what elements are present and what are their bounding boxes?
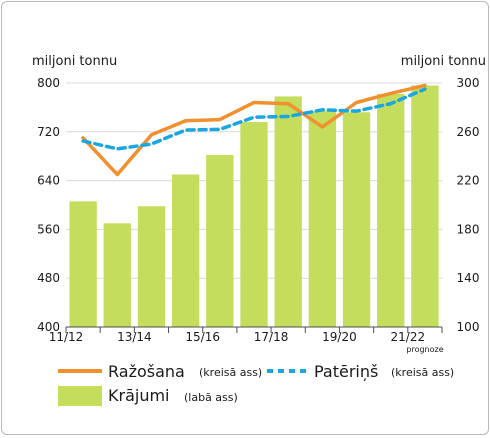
- right-axis-label: miljoni tonnu: [401, 54, 486, 69]
- bar-stocks: [342, 112, 371, 327]
- legend: Ražošana (kreisā ass) Patēriņš (kreisā a…: [58, 362, 454, 406]
- x-tick-label: 21/22: [391, 330, 426, 344]
- x-tick-label: 19/20: [322, 330, 357, 344]
- lines: [81, 83, 427, 177]
- legend-label-stocks: Krājumi: [108, 386, 170, 405]
- x-tick-label: 17/18: [254, 330, 289, 344]
- left-tick-label: 560: [37, 222, 60, 236]
- axes: 400 480 560 640 720 800 100 140 180 220 260 300 11/1…: [37, 76, 479, 344]
- legend-label-production: Ražošana: [108, 362, 185, 381]
- legend-note-stocks: (labā ass): [184, 391, 238, 404]
- bar-stocks: [69, 201, 97, 327]
- bar-stocks: [206, 154, 234, 327]
- bar-stocks: [308, 111, 337, 327]
- left-tick-label: 400: [37, 320, 60, 334]
- bar-stocks: [103, 223, 131, 327]
- x-tick-label: 11/12: [49, 330, 84, 344]
- bar-stocks: [377, 93, 405, 327]
- bar-stocks: [411, 85, 439, 327]
- right-tick-label: 260: [457, 125, 480, 139]
- right-tick-label: 140: [457, 271, 480, 285]
- x-tick-label: 13/14: [117, 330, 152, 344]
- bar-stocks: [274, 96, 302, 327]
- right-tick-label: 220: [457, 174, 480, 188]
- left-tick-label: 640: [37, 174, 60, 188]
- bars: [69, 85, 439, 327]
- legend-note-production: (kreisā ass): [199, 366, 262, 379]
- legend-note-consumption: (kreisā ass): [391, 366, 454, 379]
- legend-label-consumption: Patēriņš: [314, 362, 378, 381]
- line-production: [81, 83, 427, 177]
- bar-stocks: [171, 174, 200, 327]
- left-tick-label: 720: [37, 125, 60, 139]
- right-tick-label: 300: [457, 76, 480, 90]
- left-tick-label: 800: [37, 76, 60, 90]
- bar-stocks: [240, 122, 268, 327]
- forecast-note: prognoze: [406, 345, 443, 354]
- x-tick-label: 15/16: [185, 330, 220, 344]
- right-tick-label: 180: [457, 222, 480, 236]
- legend-swatch-stocks: [58, 386, 102, 406]
- right-tick-label: 100: [457, 320, 480, 334]
- line-consumption: [81, 87, 427, 151]
- bar-stocks: [137, 206, 166, 327]
- left-tick-label: 480: [37, 271, 60, 285]
- left-axis-label: miljoni tonnu: [32, 54, 117, 69]
